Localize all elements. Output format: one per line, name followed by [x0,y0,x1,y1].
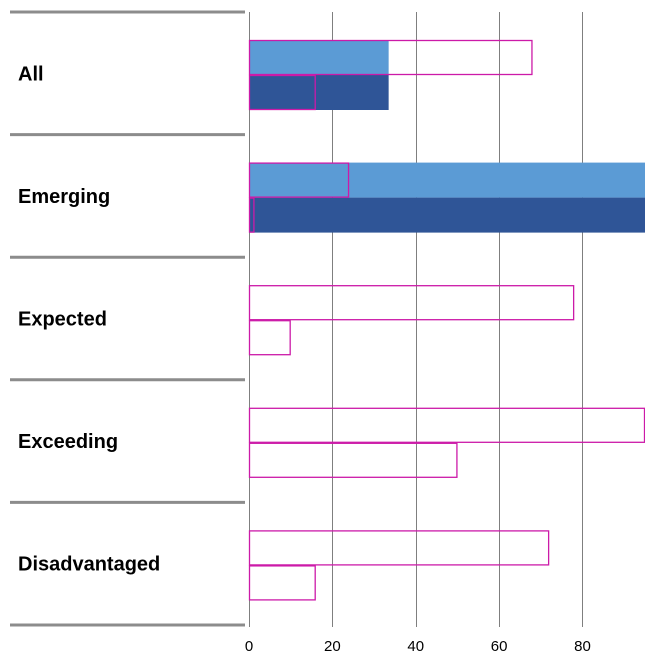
bar-outline [248,39,533,76]
bar-outline [248,407,645,443]
category-labels: All Emerging Expected Exceeding Disadvantage… [18,63,160,575]
x-tick-label: 80 [574,638,591,655]
x-tick-label: 0 [245,638,253,655]
bar-outline [248,74,316,111]
bar-outline [248,320,291,356]
bar [249,40,389,75]
bar-outline [248,442,458,478]
category-label: Disadvantaged [18,554,160,576]
row-dividers [10,10,245,627]
x-tick-label: 40 [407,638,424,655]
bar [249,75,389,110]
x-tick-label: 20 [324,638,341,655]
x-axis-tick-labels: 0 20 40 60 80 [245,638,591,655]
category-label: Exceeding [18,431,118,453]
category-label: Expected [18,309,107,331]
bars [248,39,645,601]
bar [249,162,645,198]
category-label: All [18,63,44,85]
bar-outline [248,565,316,601]
bar-outline [248,197,255,233]
bar-outline [248,530,550,566]
bar-outline [248,162,350,198]
x-tick-label: 60 [491,638,508,655]
bar [249,197,645,233]
category-label: Emerging [18,186,110,208]
bar-outline [248,285,575,321]
